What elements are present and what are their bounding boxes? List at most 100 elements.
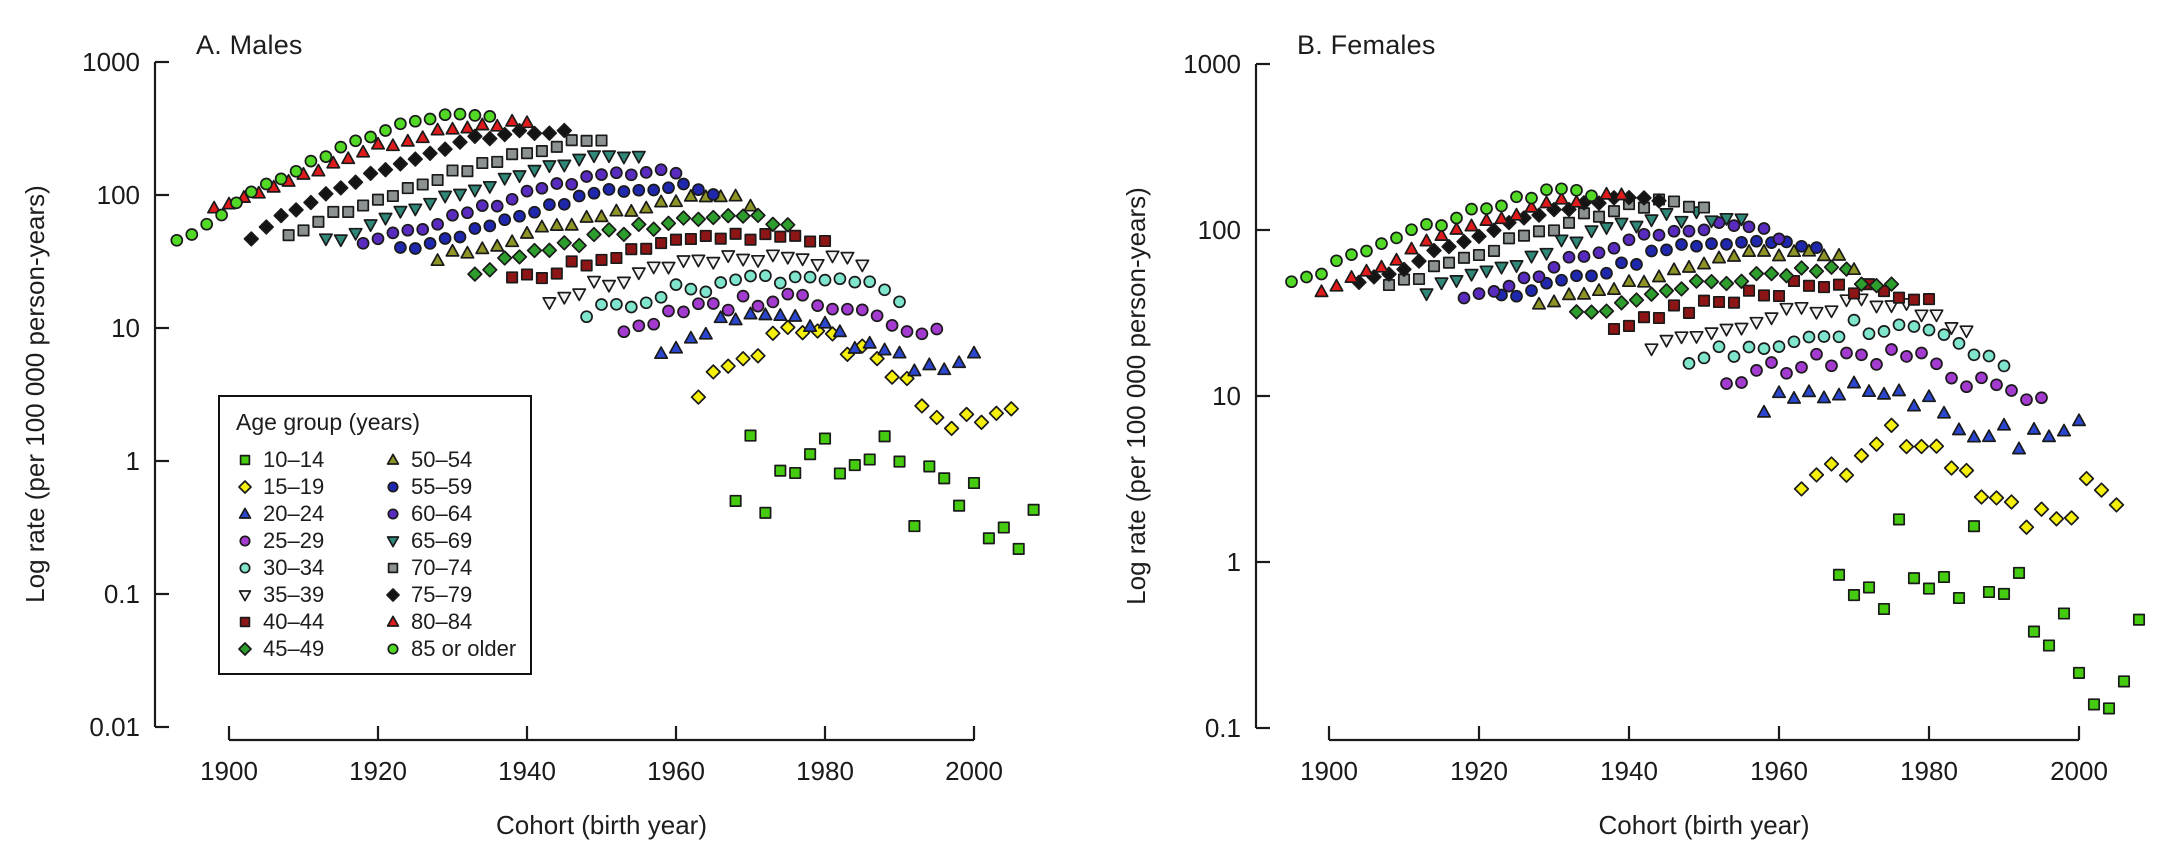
legend-item-label: 65–69 — [411, 527, 473, 553]
legend-item: 10–14 — [236, 446, 384, 473]
y-tick-label: 10 — [1212, 381, 1241, 411]
legend-item-label: 40–44 — [263, 608, 325, 634]
panel-B-y-axis: 1000 100 10 1 0.1 — [1183, 49, 1270, 743]
x-tick-label: 1940 — [1600, 756, 1658, 786]
x-tick-label: 1980 — [796, 756, 854, 786]
panel-A-series-15-19 — [690, 319, 1019, 437]
legend-item: 20–24 — [236, 500, 384, 527]
x-tick-label: 1920 — [349, 756, 407, 786]
panel-A-series-70-74 — [282, 134, 608, 242]
panel-B-series-55-59 — [1495, 234, 1823, 303]
legend-item: 40–44 — [236, 608, 384, 635]
y-tick-label: 100 — [97, 180, 140, 210]
panel-B-series-15-19 — [1793, 417, 2125, 535]
panel-A-y-axis: 1000 100 10 1 0.1 0.01 — [82, 47, 169, 742]
panel-A-series-25-29 — [617, 287, 944, 341]
y-tick-label: 1 — [126, 446, 140, 476]
panel-A-x-axis: 1900 1920 1940 1960 1980 2000 — [200, 726, 1003, 786]
legend-column-right: 50–54 55–59 60–64 65–69 70–74 75–79 80–84 85 or… — [384, 446, 516, 662]
legend-columns: 10–14 15–19 20–24 25–29 30–34 35–39 40–44 45–49… — [236, 446, 530, 662]
x-tick-label: 1980 — [1900, 756, 1958, 786]
y-tick-label: 1000 — [82, 47, 140, 77]
circle-legend-marker-icon — [387, 642, 399, 655]
diamond-legend-marker-icon — [238, 479, 252, 494]
panel-B-series-50-54 — [1531, 243, 1862, 310]
legend-item: 70–74 — [384, 554, 516, 581]
legend-item: 50–54 — [384, 446, 516, 473]
panel-b-x-axis-label: Cohort (birth year) — [1598, 810, 1810, 840]
x-tick-label: 1960 — [1750, 756, 1808, 786]
legend-item-label: 80–84 — [411, 608, 473, 634]
panel-A-series-85-or-older — [170, 107, 497, 247]
legend-item: 25–29 — [236, 527, 384, 554]
panel-A-series-60-64 — [356, 163, 683, 250]
x-tick-label: 1960 — [647, 756, 705, 786]
panel-B-series-30-34 — [1682, 313, 2011, 373]
triangle-up-legend-marker-icon — [386, 453, 400, 465]
panel-B-x-axis: 1900 1920 1940 1960 1980 2000 — [1300, 726, 2108, 786]
panel-A-series-50-54 — [430, 188, 758, 267]
triangle-down-legend-marker-icon — [386, 535, 400, 547]
panel-a-title: A. Males — [196, 30, 303, 60]
y-tick-label: 10 — [111, 313, 140, 343]
panel-B-series-85-or-older — [1285, 182, 1598, 289]
legend-item-label: 70–74 — [411, 554, 473, 580]
circle-legend-marker-icon — [387, 507, 399, 520]
legend-item-label: 55–59 — [411, 473, 473, 499]
legend-item: 85 or older — [384, 635, 516, 662]
x-tick-label: 2000 — [945, 756, 1003, 786]
triangle-down-legend-marker-icon — [238, 589, 252, 601]
legend-box: Age group (years) 10–14 15–19 20–24 25–29 30… — [218, 395, 532, 675]
panel-A-series-35-39 — [542, 249, 870, 310]
legend-item-label: 15–19 — [263, 473, 325, 499]
x-tick-label: 1920 — [1450, 756, 1508, 786]
panel-A-series-55-59 — [394, 177, 720, 255]
x-tick-label: 1900 — [1300, 756, 1358, 786]
legend-item: 45–49 — [236, 635, 384, 662]
legend-item: 80–84 — [384, 608, 516, 635]
legend-item: 65–69 — [384, 527, 516, 554]
legend-item-label: 30–34 — [263, 554, 325, 580]
circle-legend-marker-icon — [239, 534, 251, 547]
panel-B-series-20-24 — [1756, 375, 2087, 455]
legend-item: 55–59 — [384, 473, 516, 500]
diamond-legend-marker-icon — [386, 587, 400, 602]
legend-item-label: 60–64 — [411, 500, 473, 526]
panel-b-title: B. Females — [1297, 30, 1436, 60]
panel-B-series-80-84 — [1314, 186, 1629, 298]
legend-title: Age group (years) — [236, 409, 421, 435]
legend-item: 15–19 — [236, 473, 384, 500]
panel-B-series-40-44 — [1607, 274, 1936, 336]
legend-item-label: 10–14 — [263, 446, 325, 472]
panel-B-series-10-14 — [1832, 513, 2146, 715]
y-tick-label: 0.1 — [104, 579, 140, 609]
x-tick-label: 1940 — [498, 756, 556, 786]
panel-A-series-30-34 — [580, 269, 906, 324]
legend-item: 30–34 — [236, 554, 384, 581]
x-tick-label: 1900 — [200, 756, 258, 786]
panel-A-series-65-69 — [318, 150, 646, 248]
legend-item-label: 25–29 — [263, 527, 325, 553]
legend-item-label: 45–49 — [263, 635, 325, 661]
legend-item: 60–64 — [384, 500, 516, 527]
panel-B-series-45-49 — [1568, 259, 1900, 320]
legend-item: 35–39 — [236, 581, 384, 608]
square-legend-marker-icon — [239, 454, 251, 465]
circle-legend-marker-icon — [239, 561, 251, 574]
y-tick-label: 100 — [1198, 215, 1241, 245]
panel-A-series-40-44 — [506, 227, 832, 285]
y-tick-label: 0.1 — [1205, 713, 1241, 743]
panel-B-series-65-69 — [1419, 206, 1749, 302]
legend-item-label: 20–24 — [263, 500, 325, 526]
y-tick-label: 1000 — [1183, 49, 1241, 79]
legend-item-label: 35–39 — [263, 581, 325, 607]
panel-b-y-axis-label: Log rate (per 100 000 person-years) — [1121, 187, 1151, 605]
panel-A-series-75-79 — [243, 122, 572, 247]
panel-a-x-axis-label: Cohort (birth year) — [496, 810, 707, 840]
triangle-up-legend-marker-icon — [386, 615, 400, 627]
panel-B-series-25-29 — [1720, 343, 2048, 407]
legend-item-label: 85 or older — [411, 635, 517, 661]
y-tick-label: 0.01 — [89, 712, 140, 742]
legend-item: 75–79 — [384, 581, 516, 608]
